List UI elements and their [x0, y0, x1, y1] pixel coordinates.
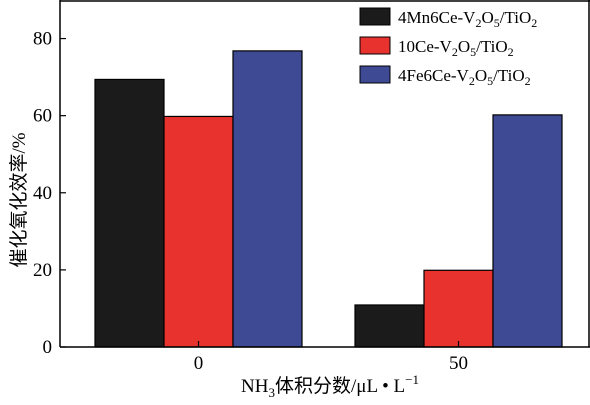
legend-label-3-part-1: 4Fe6Ce-V	[398, 66, 470, 85]
y-tick-label-40: 40	[33, 183, 52, 204]
bar-3-50	[492, 114, 563, 348]
x-axis-title-subscript: 3	[268, 385, 275, 400]
legend-label-2: 10Ce-V2O5/TiO2	[398, 37, 514, 59]
legend-swatch-2	[359, 36, 391, 55]
bar-3-0	[232, 50, 303, 348]
legend-label-1-part-2: 2	[475, 16, 481, 30]
legend-label-2-part-1: 10Ce-V	[398, 37, 453, 56]
legend-label-2-part-4: 5	[470, 45, 476, 59]
y-axis-title: 催化氧化效率/%	[8, 132, 30, 267]
y-tick-label-80: 80	[33, 29, 52, 50]
x-axis-title-prefix: NH	[241, 376, 269, 397]
legend-label-2-part-6: 2	[508, 45, 514, 59]
legend-label-2-part-5: /TiO	[476, 37, 508, 56]
legend-label-2-part-2: 2	[452, 45, 458, 59]
y-tick-label-20: 20	[33, 260, 52, 281]
legend-swatch-3	[359, 65, 391, 84]
x-axis-title-middle: 体积分数/μL • L	[275, 375, 405, 397]
legend-label-3: 4Fe6Ce-V2O5/TiO2	[398, 66, 531, 88]
legend-label-3-part-4: 5	[487, 74, 493, 88]
bars-layer	[94, 50, 563, 348]
legend-label-3-part-5: /TiO	[493, 66, 525, 85]
legend-background	[354, 4, 582, 97]
x-axis-title-superscript: −1	[405, 372, 419, 387]
legend-label-3-part-6: 2	[525, 74, 531, 88]
legend-swatch-1	[359, 7, 391, 26]
x-tick-label-0: 0	[194, 353, 204, 374]
legend-label-3-part-3: O	[475, 66, 487, 85]
legend-label-1: 4Mn6Ce-V2O5/TiO2	[398, 8, 537, 30]
legend-label-1-part-1: 4Mn6Ce-V	[398, 8, 476, 27]
bar-2-0	[163, 115, 234, 348]
axes-layer: 0 20 40 60 80 0 50	[33, 0, 590, 374]
legend-label-1-part-3: O	[481, 8, 493, 27]
bar-1-0	[94, 78, 165, 348]
legend-label-1-part-4: 5	[494, 16, 500, 30]
legend-label-2-part-3: O	[458, 37, 470, 56]
bar-1-50	[354, 304, 425, 348]
y-tick-label-0: 0	[43, 337, 53, 358]
x-axis-title: NH3体积分数/μL • L−1	[241, 372, 419, 400]
y-tick-label-60: 60	[33, 106, 52, 127]
legend: 4Mn6Ce-V2O5/TiO210Ce-V2O5/TiO24Fe6Ce-V2O…	[354, 4, 582, 97]
bar-2-50	[423, 269, 494, 348]
legend-label-3-part-2: 2	[469, 74, 475, 88]
legend-label-1-part-6: 2	[531, 16, 537, 30]
x-tick-label-50: 50	[449, 353, 468, 374]
legend-label-1-part-5: /TiO	[500, 8, 532, 27]
